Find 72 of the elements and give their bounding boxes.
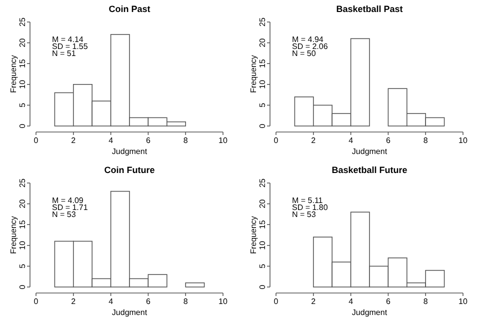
- x-tick-label: 2: [71, 136, 76, 145]
- y-tick-label: 15: [258, 58, 267, 68]
- y-axis-title: Frequency: [9, 55, 18, 93]
- y-tick-label: 20: [258, 38, 267, 48]
- y-tick-label: 10: [18, 79, 27, 89]
- chart-title: Basketball Past: [336, 4, 403, 14]
- x-tick-label: 6: [386, 136, 391, 145]
- annotation: M = 4.94: [292, 35, 324, 44]
- x-tick-label: 8: [183, 297, 188, 306]
- y-tick-label: 10: [258, 240, 267, 250]
- annotation: N = 50: [292, 49, 316, 58]
- x-tick-label: 2: [311, 297, 316, 306]
- y-tick-label: 20: [258, 198, 267, 208]
- y-axis-title: Frequency: [9, 216, 18, 254]
- annotation: SD = 1.55: [52, 42, 88, 51]
- x-tick-label: 10: [458, 297, 468, 306]
- x-tick-label: 4: [108, 136, 114, 145]
- x-tick-label: 4: [348, 136, 354, 145]
- chart-title: Coin Past: [108, 4, 150, 14]
- x-tick-label: 6: [146, 297, 151, 306]
- y-tick-label: 5: [258, 263, 267, 268]
- y-tick-label: 15: [18, 220, 27, 230]
- x-axis-title: Judgment: [112, 308, 148, 317]
- y-tick-label: 5: [18, 102, 27, 108]
- x-tick-label: 4: [108, 297, 114, 306]
- x-tick-label: 2: [71, 297, 76, 306]
- y-tick-label: 15: [18, 58, 27, 68]
- y-axis-title: Frequency: [249, 216, 258, 254]
- y-tick-label: 20: [18, 198, 27, 208]
- y-tick-label: 25: [18, 17, 27, 26]
- y-tick-label: 5: [258, 102, 267, 108]
- annotation: SD = 1.80: [292, 203, 328, 212]
- y-tick-label: 0: [18, 123, 27, 128]
- x-tick-label: 0: [274, 136, 279, 145]
- x-tick-label: 10: [458, 136, 468, 145]
- y-tick-label: 25: [18, 178, 27, 188]
- x-tick-label: 2: [311, 136, 316, 145]
- y-tick-label: 20: [18, 38, 27, 48]
- y-tick-label: 0: [258, 284, 267, 290]
- annotation: M = 4.09: [52, 196, 84, 205]
- x-tick-label: 10: [218, 297, 228, 306]
- annotation: SD = 2.06: [292, 42, 328, 51]
- annotation: N = 51: [52, 49, 76, 58]
- annotation: M = 4.14: [52, 35, 84, 44]
- x-tick-label: 8: [423, 136, 428, 145]
- x-tick-label: 6: [386, 297, 391, 306]
- y-tick-label: 25: [258, 17, 267, 26]
- x-axis-title: Judgment: [352, 147, 388, 156]
- y-tick-label: 25: [258, 178, 267, 188]
- chart-title: Basketball Future: [332, 165, 408, 175]
- y-tick-label: 0: [258, 123, 267, 128]
- annotation: SD = 1.71: [52, 203, 88, 212]
- annotation: N = 53: [52, 210, 76, 219]
- x-axis-title: Judgment: [112, 147, 148, 156]
- y-tick-label: 0: [18, 284, 27, 290]
- annotation: M = 5.11: [292, 196, 324, 205]
- x-tick-label: 0: [34, 297, 39, 306]
- y-tick-label: 15: [258, 220, 267, 230]
- x-tick-label: 0: [274, 297, 279, 306]
- x-tick-label: 4: [348, 297, 354, 306]
- y-tick-label: 10: [258, 79, 267, 89]
- x-axis-title: Judgment: [352, 308, 388, 317]
- x-tick-label: 8: [423, 297, 428, 306]
- x-tick-label: 6: [146, 136, 151, 145]
- x-tick-label: 8: [183, 136, 188, 145]
- y-axis-title: Frequency: [249, 55, 258, 93]
- x-tick-label: 10: [218, 136, 228, 145]
- y-tick-label: 10: [18, 240, 27, 250]
- y-tick-label: 5: [18, 263, 27, 268]
- annotation: N = 53: [292, 210, 316, 219]
- x-tick-label: 0: [34, 136, 39, 145]
- chart-title: Coin Future: [104, 165, 155, 175]
